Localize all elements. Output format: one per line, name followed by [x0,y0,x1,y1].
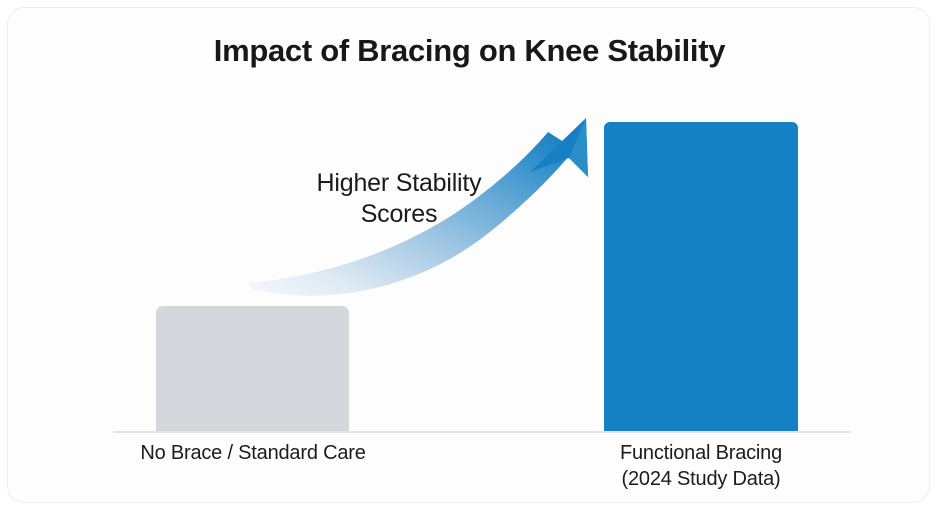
annotation-higher-stability: Higher Stability Scores [214,168,584,230]
annotation-line-2: Scores [360,200,438,228]
axis-label-functional-bracing: Functional Bracing (2024 Study Data) [501,440,901,492]
axis-label-no-brace: No Brace / Standard Care [53,440,453,466]
page-title: Impact of Bracing on Knee Stability [213,33,726,68]
bar-no-brace [156,306,349,431]
axis-label-functional-line-1: Functional Bracing [619,442,783,464]
axis-label-no-brace-text: No Brace / Standard Care [140,442,366,464]
bar-functional-bracing [604,122,798,431]
axis-label-functional-line-2: (2024 Study Data) [621,468,781,490]
chart-card: Impact of Bracing on Knee Stability High… [7,7,930,503]
annotation-line-1: Higher Stability [316,169,482,197]
axis-baseline [113,431,851,433]
